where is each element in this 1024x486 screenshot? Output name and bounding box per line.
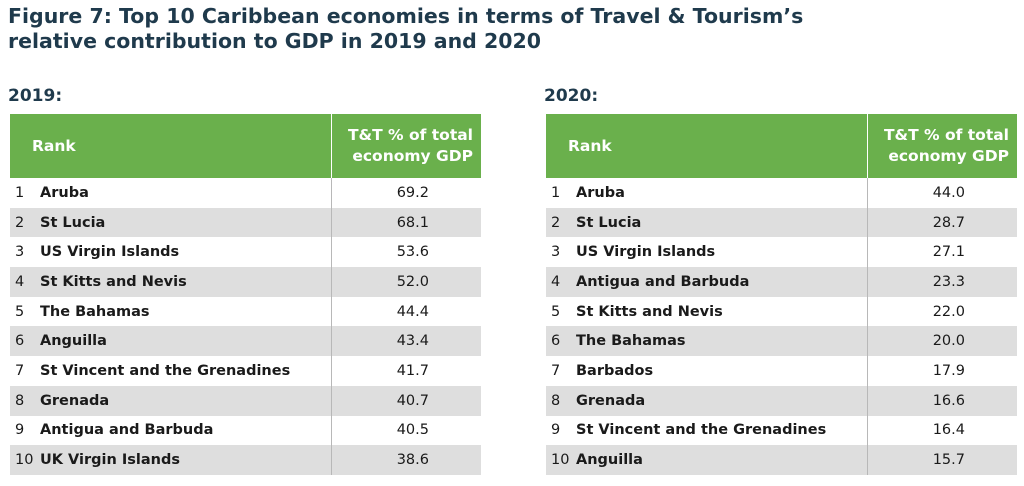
country-name: Anguilla xyxy=(570,445,867,475)
table-row: 1 Aruba 44.0 xyxy=(546,178,1017,208)
tt-gdp-share-value: 43.4 xyxy=(330,326,481,357)
rank-number: 3 xyxy=(10,237,34,268)
table-row: 7 St Vincent and the Grenadines 41.7 xyxy=(10,356,481,386)
country-name: St Kitts and Nevis xyxy=(570,296,867,327)
rank-number: 4 xyxy=(10,267,34,297)
value-column-header: T&T % of total economy GDP xyxy=(867,114,1017,178)
rank-number: 2 xyxy=(546,207,570,238)
country-name: St Lucia xyxy=(570,207,867,238)
value-header-line2: economy GDP xyxy=(352,147,473,165)
table-row: 10 UK Virgin Islands 38.6 xyxy=(10,445,481,475)
rank-number: 7 xyxy=(546,356,570,386)
table-row: 4 Antigua and Barbuda 23.3 xyxy=(546,267,1017,297)
tt-gdp-share-value: 69.2 xyxy=(330,178,481,208)
country-name: UK Virgin Islands xyxy=(34,445,331,475)
country-name: St Kitts and Nevis xyxy=(34,267,331,297)
table-row: 5 The Bahamas 44.4 xyxy=(10,296,481,327)
tt-gdp-share-value: 44.0 xyxy=(866,178,1017,208)
tt-gdp-share-value: 16.6 xyxy=(866,385,1017,416)
figure-title: Figure 7: Top 10 Caribbean economies in … xyxy=(8,4,1008,54)
tt-gdp-share-value: 44.4 xyxy=(330,296,481,327)
country-name: Grenada xyxy=(34,385,331,416)
table-header-row: Rank T&T % of total economy GDP xyxy=(546,114,1017,178)
country-name: Antigua and Barbuda xyxy=(570,267,867,297)
table-row: 6 Anguilla 43.4 xyxy=(10,326,481,357)
year-label-2020: 2020: xyxy=(544,86,599,106)
table-row: 8 Grenada 40.7 xyxy=(10,385,481,416)
tt-gdp-share-value: 41.7 xyxy=(330,356,481,386)
country-name: US Virgin Islands xyxy=(570,237,867,268)
table-row: 4 St Kitts and Nevis 52.0 xyxy=(10,267,481,297)
tt-gdp-share-value: 38.6 xyxy=(330,445,481,475)
country-name: Aruba xyxy=(570,178,867,208)
value-header-line1: T&T % of total xyxy=(883,126,1009,144)
table-row: 8 Grenada 16.6 xyxy=(546,385,1017,416)
table-header-row: Rank T&T % of total economy GDP xyxy=(10,114,481,178)
tt-gdp-share-value: 28.7 xyxy=(866,207,1017,238)
ranking-table-2020: Rank T&T % of total economy GDP 1 Aruba 44… xyxy=(546,114,1017,475)
rank-number: 6 xyxy=(546,326,570,357)
tt-gdp-share-value: 22.0 xyxy=(866,296,1017,327)
table-row: 2 St Lucia 28.7 xyxy=(546,207,1017,238)
country-name: The Bahamas xyxy=(34,296,331,327)
table-row: 9 Antigua and Barbuda 40.5 xyxy=(10,415,481,446)
country-name: Barbados xyxy=(570,356,867,386)
table-body-2019: 1 Aruba 69.2 2 St Lucia 68.1 3 US Virgin Island… xyxy=(10,178,481,475)
table-row: 10 Anguilla 15.7 xyxy=(546,445,1017,475)
rank-number: 7 xyxy=(10,356,34,386)
table-body-2020: 1 Aruba 44.0 2 St Lucia 28.7 3 US Virgin Island… xyxy=(546,178,1017,475)
table-row: 3 US Virgin Islands 27.1 xyxy=(546,237,1017,268)
rank-column-header: Rank xyxy=(10,114,332,178)
ranking-table-2019: Rank T&T % of total economy GDP 1 Aruba 69… xyxy=(10,114,481,475)
figure-title-line2: relative contribution to GDP in 2019 and… xyxy=(8,29,542,53)
country-name: Antigua and Barbuda xyxy=(34,415,331,446)
table-row: 6 The Bahamas 20.0 xyxy=(546,326,1017,357)
table-row: 2 St Lucia 68.1 xyxy=(10,207,481,238)
rank-number: 10 xyxy=(546,445,570,475)
tt-gdp-share-value: 16.4 xyxy=(866,415,1017,446)
country-name: The Bahamas xyxy=(570,326,867,357)
country-name: Aruba xyxy=(34,178,331,208)
country-name: Anguilla xyxy=(34,326,331,357)
rank-number: 8 xyxy=(10,385,34,416)
tt-gdp-share-value: 40.7 xyxy=(330,385,481,416)
figure-title-line1: Figure 7: Top 10 Caribbean economies in … xyxy=(8,4,804,28)
rank-number: 4 xyxy=(546,267,570,297)
rank-number: 9 xyxy=(546,415,570,446)
tt-gdp-share-value: 40.5 xyxy=(330,415,481,446)
tt-gdp-share-value: 68.1 xyxy=(330,207,481,238)
value-column-header: T&T % of total economy GDP xyxy=(331,114,481,178)
rank-number: 2 xyxy=(10,207,34,238)
rank-number: 3 xyxy=(546,237,570,268)
tt-gdp-share-value: 15.7 xyxy=(866,445,1017,475)
rank-number: 1 xyxy=(10,178,34,208)
rank-number: 10 xyxy=(10,445,34,475)
country-name: St Vincent and the Grenadines xyxy=(570,415,867,446)
tt-gdp-share-value: 27.1 xyxy=(866,237,1017,268)
tt-gdp-share-value: 17.9 xyxy=(866,356,1017,386)
table-row: 9 St Vincent and the Grenadines 16.4 xyxy=(546,415,1017,446)
rank-number: 1 xyxy=(546,178,570,208)
tt-gdp-share-value: 53.6 xyxy=(330,237,481,268)
value-header-line2: economy GDP xyxy=(888,147,1009,165)
table-row: 5 St Kitts and Nevis 22.0 xyxy=(546,296,1017,327)
rank-column-header: Rank xyxy=(546,114,868,178)
country-name: US Virgin Islands xyxy=(34,237,331,268)
table-row: 7 Barbados 17.9 xyxy=(546,356,1017,386)
table-row: 1 Aruba 69.2 xyxy=(10,178,481,208)
rank-number: 6 xyxy=(10,326,34,357)
rank-number: 9 xyxy=(10,415,34,446)
country-name: St Vincent and the Grenadines xyxy=(34,356,331,386)
tt-gdp-share-value: 52.0 xyxy=(330,267,481,297)
country-name: St Lucia xyxy=(34,207,331,238)
country-name: Grenada xyxy=(570,385,867,416)
rank-number: 5 xyxy=(546,296,570,327)
rank-number: 8 xyxy=(546,385,570,416)
table-row: 3 US Virgin Islands 53.6 xyxy=(10,237,481,268)
tt-gdp-share-value: 20.0 xyxy=(866,326,1017,357)
value-header-line1: T&T % of total xyxy=(347,126,473,144)
tt-gdp-share-value: 23.3 xyxy=(866,267,1017,297)
rank-number: 5 xyxy=(10,296,34,327)
year-label-2019: 2019: xyxy=(8,86,63,106)
